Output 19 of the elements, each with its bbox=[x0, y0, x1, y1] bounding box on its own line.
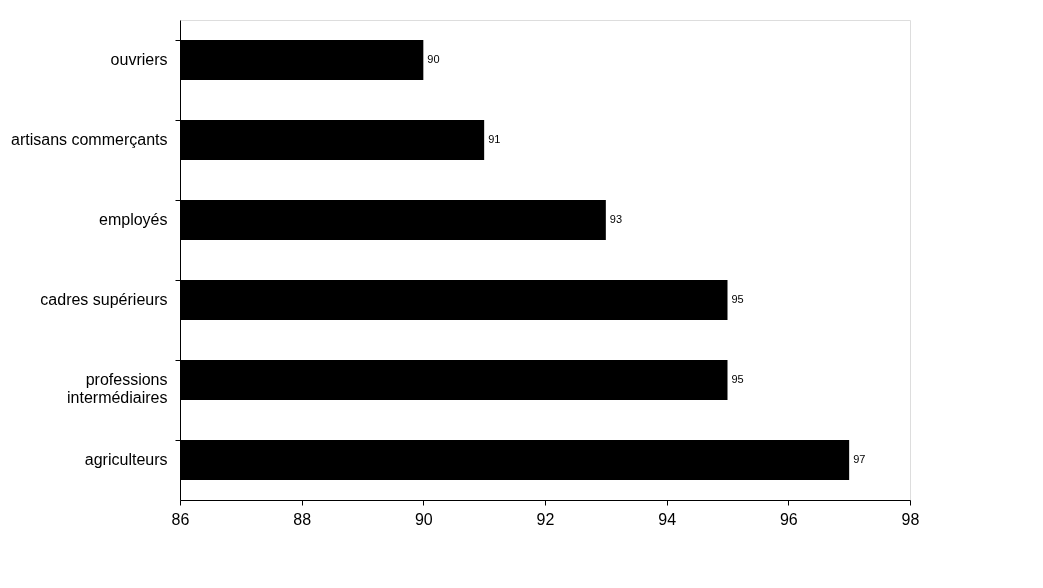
x-tick-label: 96 bbox=[779, 510, 798, 528]
x-tick-label: 88 bbox=[293, 510, 312, 528]
x-tick-label: 92 bbox=[536, 510, 555, 528]
y-tick-label: cadres supérieurs bbox=[40, 291, 168, 308]
y-tick-label: professions intermédiaires bbox=[67, 371, 168, 406]
data-label: 93 bbox=[609, 213, 623, 225]
y-tick-label: employés bbox=[99, 211, 168, 228]
x-tick-label: 98 bbox=[901, 510, 920, 528]
y-tick-label: agriculteurs bbox=[84, 451, 168, 468]
data-label: 97 bbox=[853, 453, 866, 465]
y-tick-label: artisans commerçants bbox=[11, 131, 168, 148]
data-label: 90 bbox=[427, 53, 440, 65]
x-tick-label: 90 bbox=[414, 510, 433, 528]
x-tick-label: 86 bbox=[171, 510, 190, 528]
x-tick-label: 94 bbox=[658, 510, 677, 528]
data-label: 95 bbox=[731, 293, 744, 305]
y-tick-label: ouvriers bbox=[110, 51, 168, 68]
data-label: 91 bbox=[488, 133, 501, 145]
data-label: 95 bbox=[731, 373, 744, 385]
